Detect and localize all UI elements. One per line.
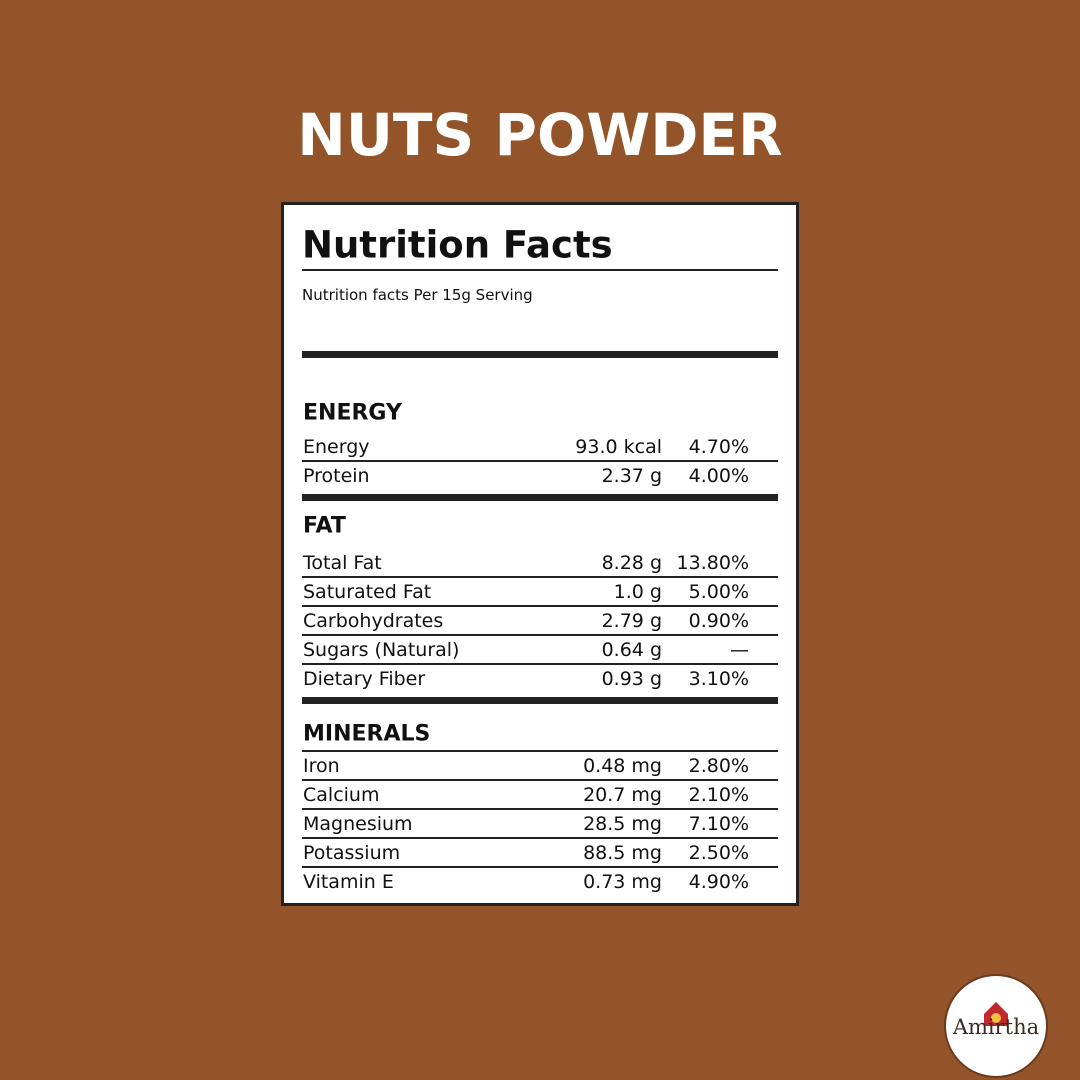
nutrient-amount: 2.37 g <box>601 465 662 487</box>
nutrient-amount: 8.28 g <box>601 552 662 574</box>
rule <box>302 866 778 868</box>
nutrient-amount: 0.73 mg <box>583 871 662 893</box>
nutrient-amount: 0.48 mg <box>583 755 662 777</box>
nutrition-label <box>281 202 799 906</box>
rule <box>302 576 778 578</box>
nutrient-amount: 2.79 g <box>601 610 662 632</box>
logo: Amirtha <box>944 974 1048 1078</box>
nutrient-amount: 93.0 kcal <box>575 436 662 458</box>
nutrient-name: Carbohydrates <box>303 610 444 632</box>
rule <box>302 460 778 462</box>
nutrient-dv: 13.80% <box>676 552 749 574</box>
page-title: NUTS POWDER <box>297 101 783 169</box>
section-heading: FAT <box>303 513 346 539</box>
nutrient-dv: 2.50% <box>688 842 749 864</box>
nutrient-amount: 88.5 mg <box>583 842 662 864</box>
nutrient-name: Calcium <box>303 784 380 806</box>
nutrient-dv: 7.10% <box>688 813 749 835</box>
nutrient-dv: 0.90% <box>688 610 749 632</box>
nutrient-name: Dietary Fiber <box>303 668 426 690</box>
nutrient-name: Iron <box>303 755 340 777</box>
rule <box>302 808 778 810</box>
nutrient-dv: 4.90% <box>688 871 749 893</box>
nutrient-name: Saturated Fat <box>303 581 432 603</box>
section-heading: MINERALS <box>303 721 431 747</box>
nutrient-name: Vitamin E <box>303 871 394 893</box>
rule <box>302 663 778 665</box>
serving-text: Nutrition facts Per 15g Serving <box>302 286 533 304</box>
thick-rule <box>302 494 778 501</box>
nutrient-dv: 2.80% <box>688 755 749 777</box>
nutrient-dv: 4.70% <box>688 436 749 458</box>
nutrient-name: Potassium <box>303 842 401 864</box>
section-heading: ENERGY <box>303 400 402 426</box>
nutrient-name: Sugars (Natural) <box>303 639 460 661</box>
logo-text: Amirtha <box>952 1015 1040 1039</box>
nutrient-dv: — <box>730 639 749 661</box>
nutrient-amount: 20.7 mg <box>583 784 662 806</box>
nutrient-dv: 3.10% <box>688 668 749 690</box>
nutrient-amount: 0.93 g <box>601 668 662 690</box>
nutrient-amount: 1.0 g <box>613 581 662 603</box>
logo-icon <box>984 1002 1008 1026</box>
nutrient-name: Total Fat <box>303 552 382 574</box>
nutrient-name: Energy <box>303 436 370 458</box>
nutrient-name: Protein <box>303 465 370 487</box>
nutrient-amount: 0.64 g <box>601 639 662 661</box>
rule <box>302 779 778 781</box>
thick-rule <box>302 351 778 358</box>
rule <box>302 634 778 636</box>
nutrient-amount: 28.5 mg <box>583 813 662 835</box>
thick-rule <box>302 697 778 704</box>
rule <box>302 750 778 752</box>
nutrient-dv: 4.00% <box>688 465 749 487</box>
rule <box>302 837 778 839</box>
label-heading: Nutrition Facts <box>302 223 613 267</box>
nutrient-dv: 5.00% <box>688 581 749 603</box>
rule <box>302 605 778 607</box>
rule <box>302 269 778 271</box>
nutrient-dv: 2.10% <box>688 784 749 806</box>
nutrient-name: Magnesium <box>303 813 413 835</box>
